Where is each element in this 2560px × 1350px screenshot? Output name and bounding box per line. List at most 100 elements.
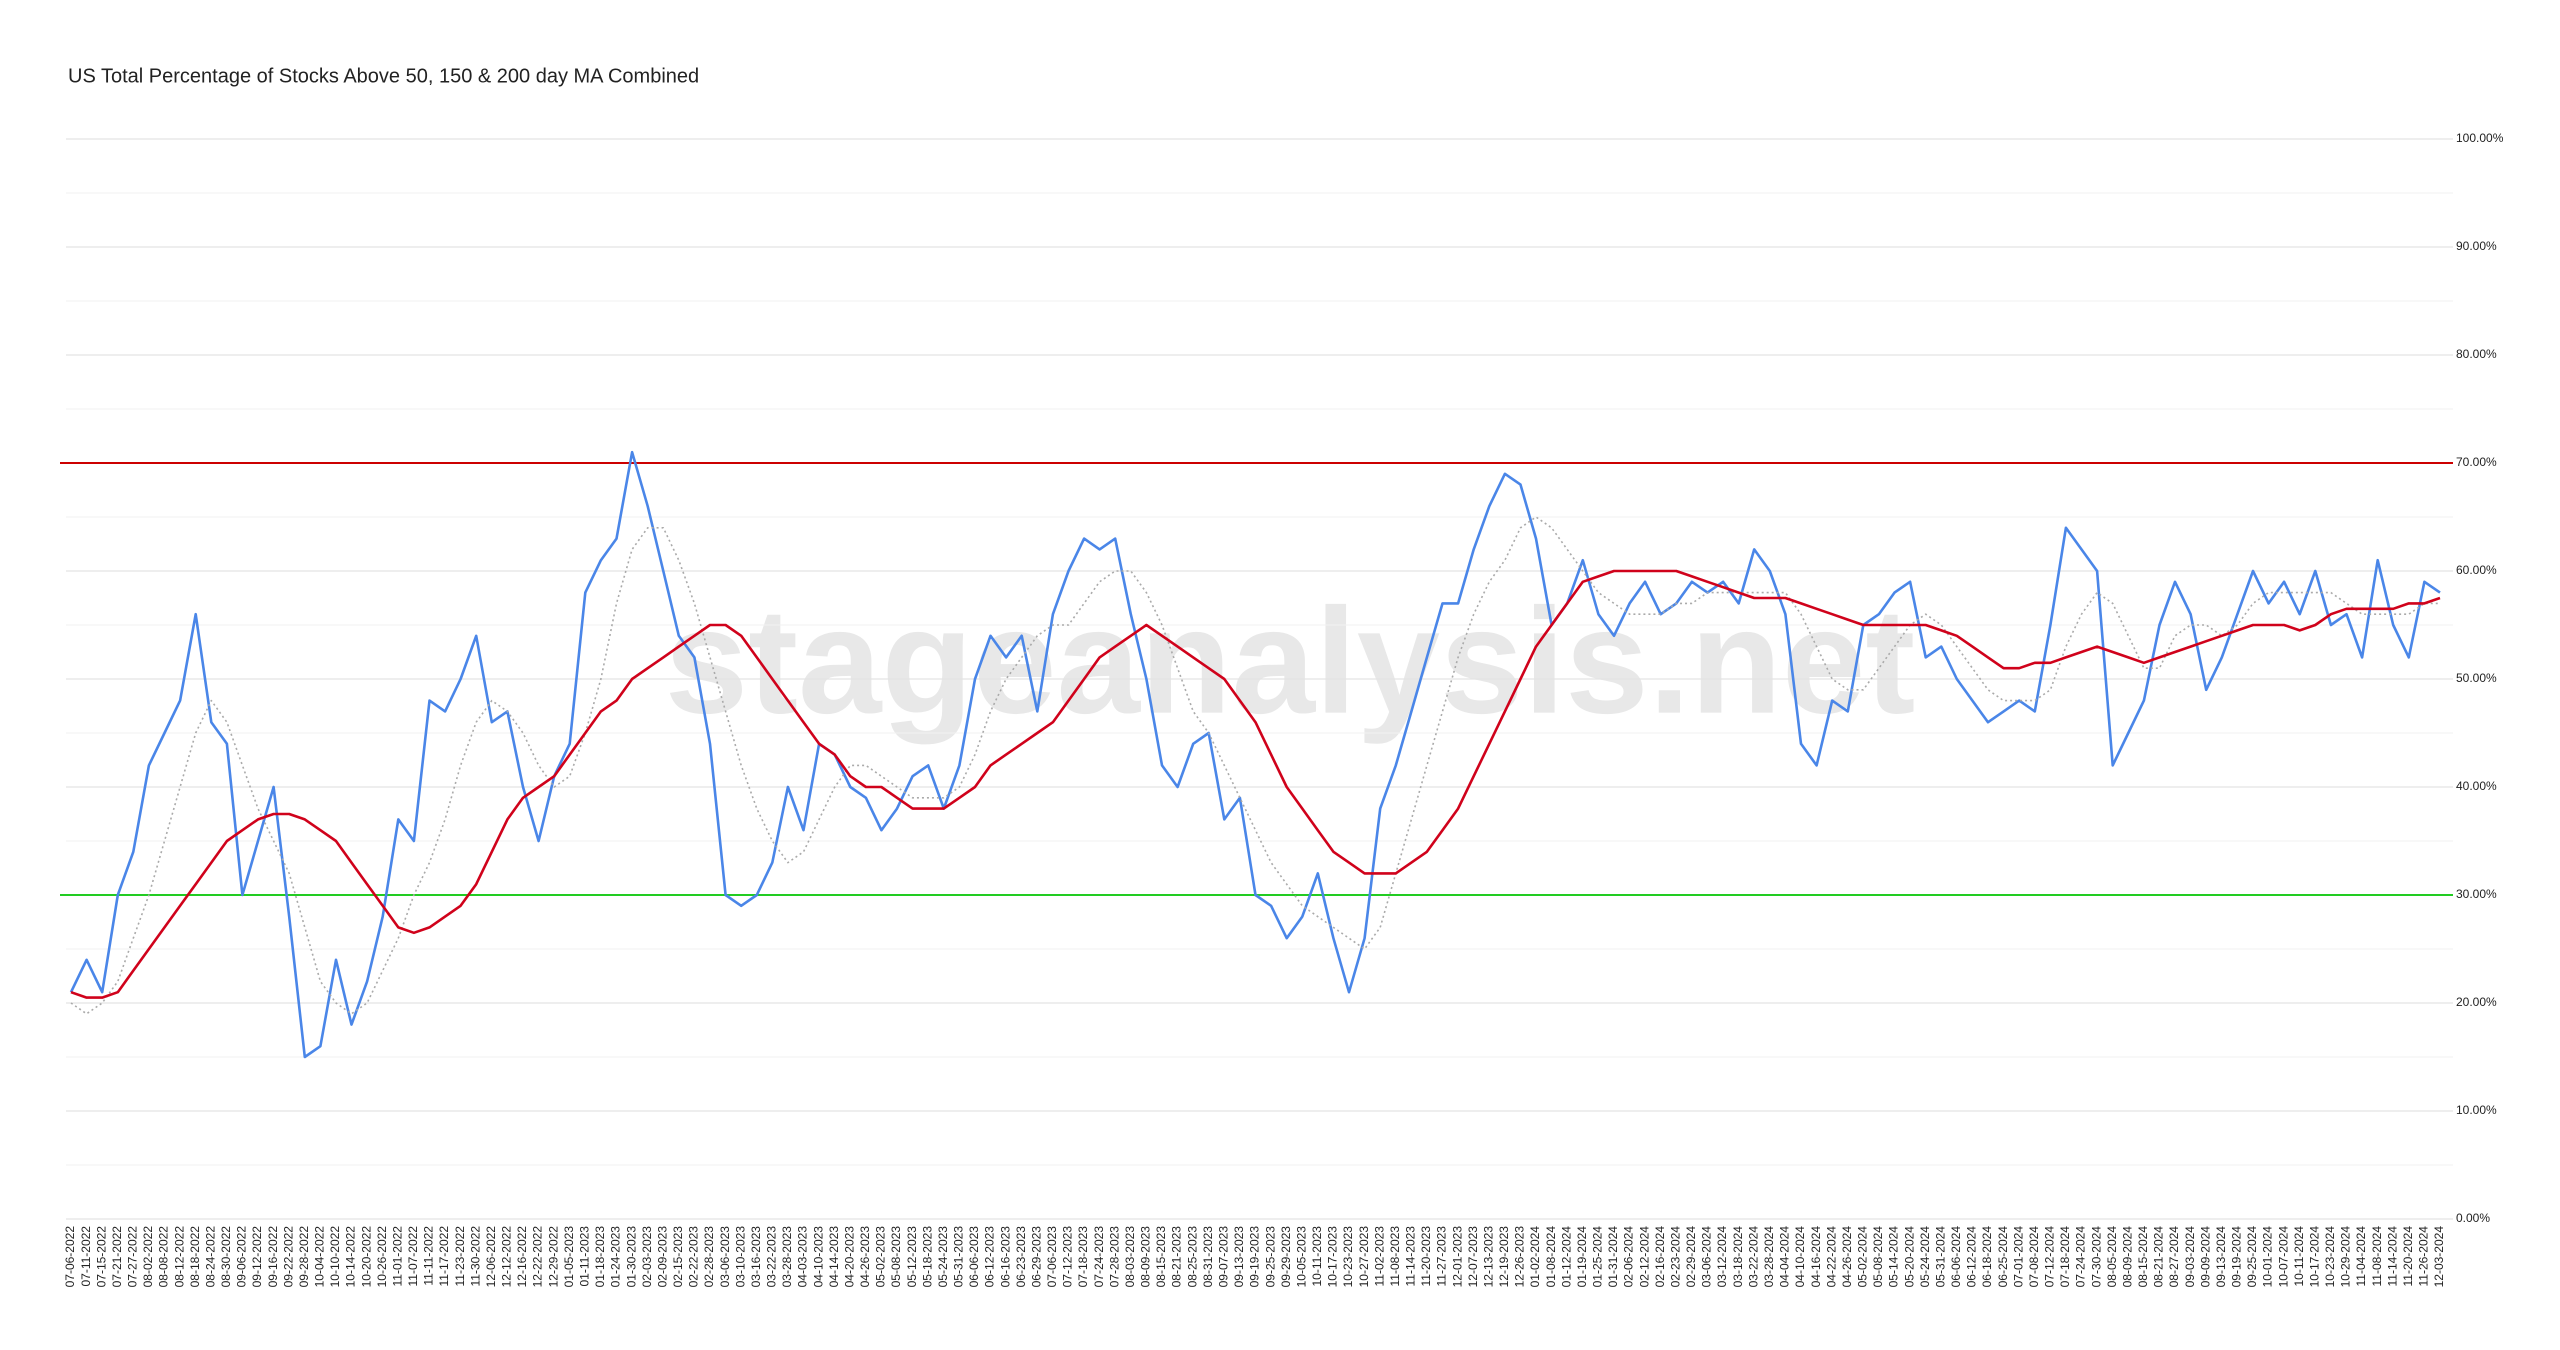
x-tick-label: 03-22-2024 bbox=[1746, 1226, 1760, 1288]
x-tick-label: 12-03-2024 bbox=[2432, 1226, 2446, 1288]
x-tick-label: 08-15-2024 bbox=[2136, 1226, 2150, 1288]
x-tick-label: 08-15-2023 bbox=[1154, 1226, 1168, 1288]
x-tick-label: 07-27-2022 bbox=[126, 1226, 140, 1288]
x-tick-label: 07-28-2023 bbox=[1107, 1226, 1121, 1288]
x-tick-label: 01-19-2024 bbox=[1575, 1226, 1589, 1288]
x-tick-label: 06-18-2024 bbox=[1980, 1226, 1994, 1288]
x-tick-label: 06-06-2023 bbox=[967, 1226, 981, 1288]
x-tick-label: 08-24-2022 bbox=[203, 1226, 217, 1288]
x-tick-label: 06-29-2023 bbox=[1029, 1226, 1043, 1288]
x-tick-label: 04-04-2024 bbox=[1778, 1226, 1792, 1288]
x-tick-label: 09-19-2023 bbox=[1248, 1226, 1262, 1288]
x-tick-label: 10-04-2022 bbox=[313, 1226, 327, 1288]
x-tick-label: 08-31-2023 bbox=[1201, 1226, 1215, 1288]
x-tick-label: 10-27-2023 bbox=[1357, 1226, 1371, 1288]
x-tick-label: 05-14-2024 bbox=[1887, 1226, 1901, 1288]
x-tick-label: 09-03-2024 bbox=[2183, 1226, 2197, 1288]
x-tick-label: 06-25-2024 bbox=[1996, 1226, 2010, 1288]
x-tick-label: 02-29-2024 bbox=[1684, 1226, 1698, 1288]
x-tick-label: 10-01-2024 bbox=[2261, 1226, 2275, 1288]
x-tick-label: 11-30-2022 bbox=[468, 1226, 482, 1287]
x-tick-label: 11-17-2022 bbox=[437, 1226, 451, 1287]
x-tick-label: 03-12-2024 bbox=[1715, 1226, 1729, 1288]
series-line bbox=[70, 569, 2441, 999]
x-tick-label: 04-14-2023 bbox=[827, 1226, 841, 1288]
x-tick-label: 10-07-2024 bbox=[2276, 1226, 2290, 1288]
y-tick-label: 100.00% bbox=[2456, 131, 2504, 145]
x-tick-label: 08-12-2022 bbox=[172, 1226, 186, 1288]
x-tick-label: 05-18-2023 bbox=[920, 1226, 934, 1288]
x-tick-label: 05-12-2023 bbox=[905, 1226, 919, 1288]
x-tick-label: 04-10-2024 bbox=[1793, 1226, 1807, 1288]
x-tick-label: 07-01-2024 bbox=[2011, 1226, 2025, 1288]
x-tick-label: 08-25-2023 bbox=[1185, 1226, 1199, 1288]
x-tick-label: 07-11-2022 bbox=[79, 1226, 93, 1287]
x-tick-label: 05-24-2023 bbox=[936, 1226, 950, 1288]
x-tick-label: 03-06-2023 bbox=[718, 1226, 732, 1288]
x-tick-label: 09-12-2022 bbox=[250, 1226, 264, 1288]
x-tick-label: 12-06-2022 bbox=[484, 1226, 498, 1288]
x-tick-label: 09-06-2022 bbox=[235, 1226, 249, 1288]
x-tick-label: 07-24-2023 bbox=[1092, 1226, 1106, 1288]
x-tick-label: 03-10-2023 bbox=[733, 1226, 747, 1288]
x-tick-label: 09-13-2024 bbox=[2214, 1226, 2228, 1288]
x-tick-label: 12-22-2022 bbox=[531, 1226, 545, 1288]
x-tick-label: 08-30-2022 bbox=[219, 1226, 233, 1288]
x-tick-label: 08-09-2023 bbox=[1139, 1226, 1153, 1288]
x-tick-label: 11-11-2022 bbox=[422, 1226, 436, 1286]
x-tick-label: 09-29-2023 bbox=[1279, 1226, 1293, 1288]
x-tick-label: 11-04-2024 bbox=[2354, 1226, 2368, 1287]
chart-title: US Total Percentage of Stocks Above 50, … bbox=[68, 65, 699, 87]
y-tick-label: 60.00% bbox=[2456, 563, 2497, 577]
x-tick-label: 10-11-2023 bbox=[1310, 1226, 1324, 1287]
y-tick-label: 80.00% bbox=[2456, 347, 2497, 361]
x-tick-label: 10-26-2022 bbox=[375, 1226, 389, 1288]
x-tick-label: 04-26-2024 bbox=[1840, 1226, 1854, 1288]
x-tick-label: 12-12-2022 bbox=[500, 1226, 514, 1288]
x-tick-label: 10-10-2022 bbox=[328, 1226, 342, 1288]
x-tick-label: 02-23-2024 bbox=[1668, 1226, 1682, 1288]
x-tick-label: 09-07-2023 bbox=[1217, 1226, 1231, 1288]
x-tick-label: 07-21-2022 bbox=[110, 1226, 124, 1288]
x-tick-label: 01-11-2023 bbox=[577, 1226, 591, 1287]
x-tick-label: 11-08-2024 bbox=[2370, 1226, 2384, 1287]
x-tick-label: 01-12-2024 bbox=[1559, 1226, 1573, 1288]
x-tick-label: 05-24-2024 bbox=[1918, 1226, 1932, 1288]
x-tick-label: 11-14-2024 bbox=[2385, 1226, 2399, 1287]
x-tick-label: 12-01-2023 bbox=[1450, 1226, 1464, 1288]
x-tick-label: 01-02-2024 bbox=[1528, 1226, 1542, 1288]
x-tick-label: 11-26-2024 bbox=[2417, 1226, 2431, 1287]
x-tick-label: 12-19-2023 bbox=[1497, 1226, 1511, 1288]
x-tick-label: 02-03-2023 bbox=[640, 1226, 654, 1288]
x-tick-label: 07-24-2024 bbox=[2074, 1226, 2088, 1288]
x-tick-label: 11-01-2022 bbox=[390, 1226, 404, 1287]
x-tick-label: 09-19-2024 bbox=[2230, 1226, 2244, 1288]
x-tick-label: 06-23-2023 bbox=[1014, 1226, 1028, 1288]
x-tick-label: 07-12-2023 bbox=[1061, 1226, 1075, 1288]
x-tick-label: 02-28-2023 bbox=[702, 1226, 716, 1288]
x-tick-label: 12-07-2023 bbox=[1466, 1226, 1480, 1288]
x-tick-label: 10-29-2024 bbox=[2339, 1226, 2353, 1288]
x-tick-label: 11-20-2023 bbox=[1419, 1226, 1433, 1287]
x-tick-label: 01-18-2023 bbox=[593, 1226, 607, 1288]
x-tick-label: 01-30-2023 bbox=[624, 1226, 638, 1288]
x-tick-label: 11-07-2022 bbox=[406, 1226, 420, 1287]
x-tick-label: 08-09-2024 bbox=[2120, 1226, 2134, 1288]
y-tick-label: 30.00% bbox=[2456, 887, 2497, 901]
x-tick-label: 02-22-2023 bbox=[687, 1226, 701, 1288]
x-tick-label: 10-17-2024 bbox=[2307, 1226, 2321, 1288]
x-tick-label: 11-27-2023 bbox=[1435, 1226, 1449, 1287]
x-tick-label: 07-18-2023 bbox=[1076, 1226, 1090, 1288]
x-tick-label: 05-02-2024 bbox=[1856, 1226, 1870, 1288]
x-tick-label: 10-05-2023 bbox=[1294, 1226, 1308, 1288]
x-tick-label: 07-12-2024 bbox=[2043, 1226, 2057, 1288]
y-tick-label: 0.00% bbox=[2456, 1211, 2490, 1225]
x-tick-label: 03-28-2023 bbox=[780, 1226, 794, 1288]
x-tick-label: 12-26-2023 bbox=[1513, 1226, 1527, 1288]
y-tick-label: 20.00% bbox=[2456, 995, 2497, 1009]
x-tick-label: 08-05-2024 bbox=[2105, 1226, 2119, 1288]
x-tick-label: 01-08-2024 bbox=[1544, 1226, 1558, 1288]
x-tick-label: 12-13-2023 bbox=[1481, 1226, 1495, 1288]
x-tick-label: 03-28-2024 bbox=[1762, 1226, 1776, 1288]
